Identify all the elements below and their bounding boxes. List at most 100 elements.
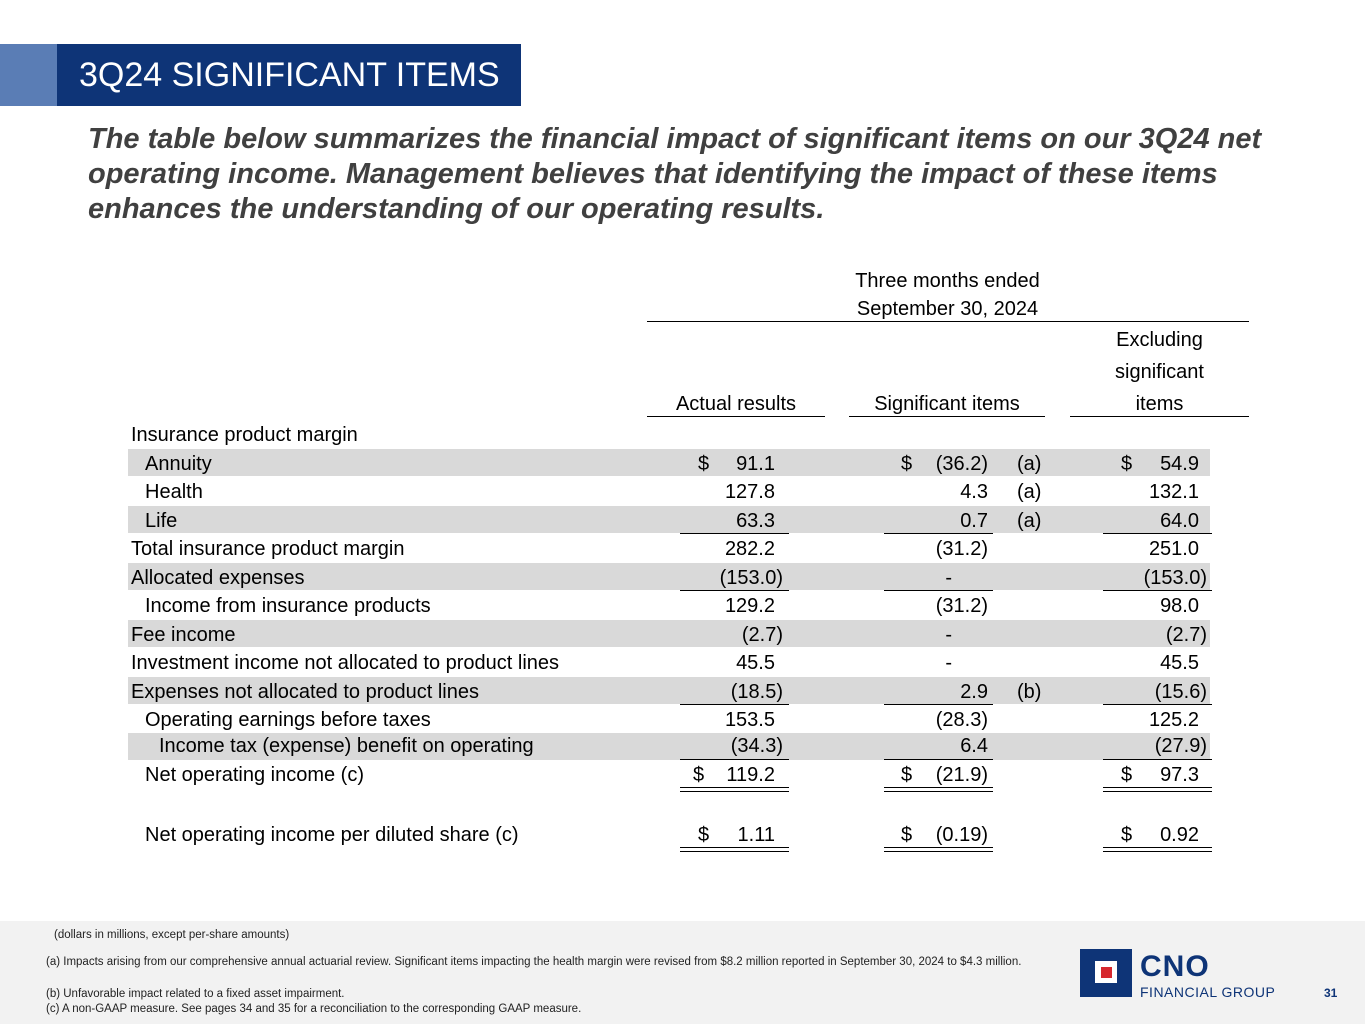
period-header-line1: Three months ended — [855, 270, 1040, 292]
col-actual-rule — [647, 416, 825, 417]
significant-value: 6.4 — [960, 735, 988, 757]
significant-value: (0.19) — [935, 824, 988, 846]
actual-dollar-sign: $ — [698, 453, 710, 475]
subtotal-rule — [884, 704, 993, 705]
col-actual-header: Actual results — [675, 393, 797, 415]
significant-value: - — [945, 652, 952, 674]
significant-value: - — [945, 567, 952, 589]
page-number: 31 — [1324, 986, 1338, 1000]
actual-value: 119.2 — [726, 764, 775, 786]
excluding-dollar-sign: $ — [1121, 453, 1133, 475]
row-label: Allocated expenses — [131, 567, 305, 589]
table-row: Operating earnings before taxes 153.5 (2… — [0, 706, 1365, 734]
row-label: Fee income — [131, 624, 236, 646]
actual-value: (153.0) — [719, 567, 783, 589]
subtotal-rule — [884, 759, 993, 760]
significant-value: (31.2) — [935, 595, 988, 617]
row-label: Annuity — [145, 453, 212, 475]
footnote-a: (a) Impacts arising from our comprehensi… — [46, 956, 1022, 968]
significant-dollar-sign: $ — [901, 764, 913, 786]
excluding-value: 64.0 — [1160, 510, 1199, 532]
intro-text: The table below summarizes the financial… — [88, 123, 1262, 225]
table-row: Investment income not allocated to produ… — [0, 649, 1365, 677]
table-row: Expenses not allocated to product lines … — [0, 678, 1365, 706]
row-label: Total insurance product margin — [131, 538, 405, 560]
row-label: Income from insurance products — [145, 595, 431, 617]
significant-value: (36.2) — [935, 453, 988, 475]
actual-value: 63.3 — [736, 510, 775, 532]
actual-value: 129.2 — [724, 595, 775, 617]
table-row: Net operating income (c) $ 119.2 $ (21.9… — [0, 761, 1365, 789]
table-row: Annuity $ 91.1 $ (36.2) (a) $ 54.9 — [0, 450, 1365, 478]
excluding-value: (15.6) — [1154, 681, 1207, 703]
actual-value: 127.8 — [724, 481, 775, 503]
subtotal-rule — [680, 590, 789, 591]
excluding-value: (27.9) — [1154, 735, 1207, 757]
cno-logo-subtitle: FINANCIAL GROUP — [1140, 984, 1276, 1000]
excluding-value: 54.9 — [1160, 453, 1199, 475]
significant-value: - — [945, 624, 952, 646]
excluding-dollar-sign: $ — [1121, 764, 1133, 786]
actual-value: (34.3) — [730, 735, 783, 757]
col-excl-header-line2: significant — [1115, 361, 1204, 383]
footnote-ref: (a) — [1017, 453, 1042, 475]
footnote-ref: (b) — [1017, 681, 1042, 703]
table-row: Income tax (expense) benefit on operatin… — [0, 732, 1365, 760]
excluding-value: 45.5 — [1160, 652, 1199, 674]
footnote-b: (b) Unfavorable impact related to a fixe… — [46, 988, 345, 1000]
cno-logo-mark-red — [1101, 967, 1112, 978]
excluding-value: 251.0 — [1148, 538, 1199, 560]
actual-dollar-sign: $ — [698, 824, 710, 846]
total-double-rule — [884, 847, 993, 852]
subtotal-rule — [680, 533, 789, 534]
row-band — [128, 506, 1210, 533]
significant-value: (31.2) — [935, 538, 988, 560]
row-label: Net operating income per diluted share (… — [145, 824, 519, 846]
row-label: Operating earnings before taxes — [145, 709, 431, 731]
table-row: Allocated expenses (153.0) - (153.0) — [0, 564, 1365, 592]
actual-dollar-sign: $ — [693, 764, 705, 786]
table-row: Total insurance product margin 282.2 (31… — [0, 535, 1365, 563]
footer-panel — [0, 921, 1365, 1024]
period-header-line2: September 30, 2024 — [856, 298, 1039, 320]
section-label: Insurance product margin — [131, 424, 358, 446]
row-label: Health — [145, 481, 203, 503]
period-header-rule — [647, 321, 1249, 322]
subtotal-rule — [1103, 704, 1212, 705]
row-band — [128, 620, 1210, 647]
table-row: Net operating income per diluted share (… — [0, 821, 1365, 849]
significant-dollar-sign: $ — [901, 453, 913, 475]
total-double-rule — [680, 787, 789, 792]
actual-value: 91.1 — [736, 453, 775, 475]
row-band — [128, 677, 1210, 704]
page-title: 3Q24 SIGNIFICANT ITEMS — [57, 44, 521, 106]
subtotal-rule — [680, 759, 789, 760]
significant-value: 0.7 — [960, 510, 988, 532]
total-double-rule — [884, 787, 993, 792]
significant-value: 2.9 — [960, 681, 988, 703]
subtotal-rule — [680, 704, 789, 705]
total-double-rule — [1103, 787, 1212, 792]
col-excl-header-line3: items — [1135, 393, 1184, 415]
row-label: Expenses not allocated to product lines — [131, 681, 479, 703]
row-label: Income tax (expense) benefit on operatin… — [159, 735, 534, 757]
col-significant-rule — [849, 416, 1045, 417]
significant-value: (21.9) — [935, 764, 988, 786]
row-band — [128, 449, 1210, 476]
subtotal-rule — [884, 533, 993, 534]
total-double-rule — [1103, 847, 1212, 852]
footnote-c: (c) A non-GAAP measure. See pages 34 and… — [46, 1003, 582, 1015]
col-excl-header-line1: Excluding — [1116, 329, 1203, 351]
subtotal-rule — [1103, 590, 1212, 591]
total-double-rule — [680, 847, 789, 852]
excluding-value: 125.2 — [1148, 709, 1199, 731]
significant-value: 4.3 — [960, 481, 988, 503]
actual-value: 282.2 — [724, 538, 775, 560]
subtotal-rule — [1103, 533, 1212, 534]
actual-value: (2.7) — [741, 624, 783, 646]
row-label: Net operating income (c) — [145, 764, 364, 786]
significant-dollar-sign: $ — [901, 824, 913, 846]
table-row: Fee income (2.7) - (2.7) — [0, 621, 1365, 649]
actual-value: 1.11 — [737, 824, 775, 846]
excluding-value: (2.7) — [1165, 624, 1207, 646]
